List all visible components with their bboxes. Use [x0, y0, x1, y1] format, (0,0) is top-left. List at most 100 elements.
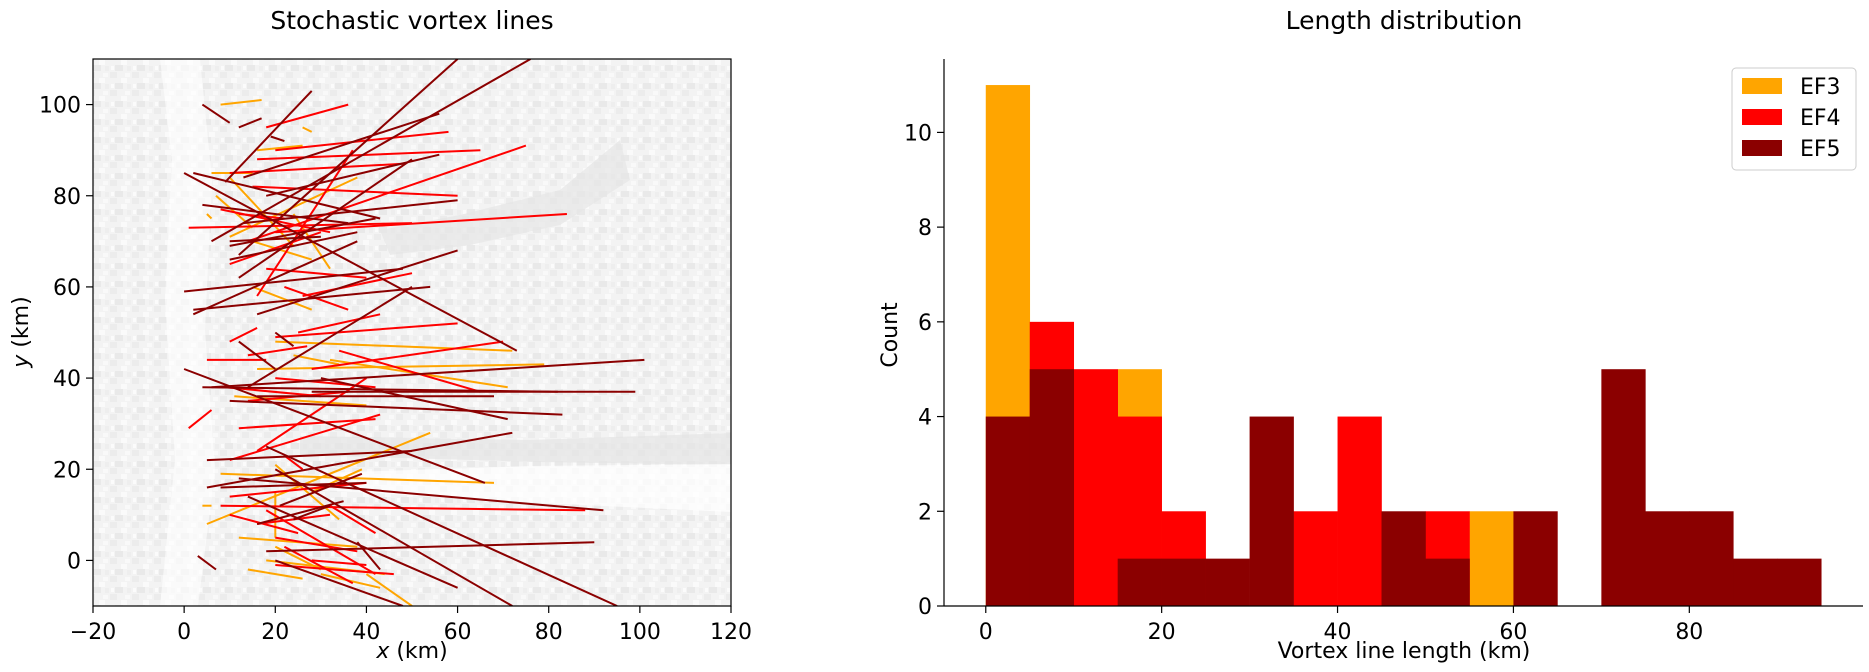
- left-y-tick-label: 80: [53, 185, 81, 210]
- vortex-line-ef5-16: [265, 153, 440, 197]
- vortex-line-ef5-10: [183, 172, 518, 352]
- legend-swatch-ef4: [1742, 109, 1782, 125]
- vortex-line-ef5-41: [320, 377, 508, 421]
- vortex-line-ef5-6: [229, 217, 376, 247]
- right-y-tick-label: 10: [904, 121, 932, 146]
- bar-ef5-90: [1777, 558, 1822, 606]
- left-y-tick-label: 40: [53, 367, 81, 392]
- vortex-line-ef4-24: [283, 454, 304, 471]
- bar-ef5-75: [1645, 511, 1690, 606]
- vortex-line-ef3-23: [247, 568, 303, 580]
- vortex-line-ef4-14: [275, 322, 458, 339]
- vortex-line-ef5-24: [238, 340, 276, 370]
- vortex-line-ef5-25: [274, 331, 295, 347]
- left-x-tick-label: 120: [710, 620, 752, 645]
- vortex-line-ef5-30: [206, 450, 413, 462]
- vortex-line-ef5-14: [256, 249, 458, 316]
- left-y-tick-label: 100: [39, 94, 81, 119]
- left-y-tick-label: 20: [53, 458, 81, 483]
- vortex-line-ef4-11: [256, 149, 354, 297]
- vortex-line-ef5-2: [270, 135, 285, 143]
- right-x-tick-label: 20: [1148, 620, 1176, 645]
- vortex-line-ef5-0: [201, 103, 231, 124]
- right-x-tick-label: 0: [979, 620, 993, 645]
- bar-ef3-55: [1469, 511, 1514, 606]
- length-distribution-panel: Length distribution 0 20 40 60 80 0 2 4 6 8 10 Vo…: [878, 6, 1863, 664]
- bar-ef4-40: [1337, 416, 1382, 606]
- left-y-tick-label: 0: [67, 549, 81, 574]
- vortex-line-ef5-18: [202, 203, 349, 225]
- right-chart-title: Length distribution: [1286, 6, 1523, 35]
- bar-ef5-85: [1733, 558, 1778, 606]
- bar-ef5-5: [1029, 369, 1075, 606]
- bar-ef4-10: [1073, 369, 1118, 606]
- left-x-tick-label: −20: [70, 620, 116, 645]
- vortex-line-ef3-1: [256, 144, 303, 152]
- vortex-line-ef3-0: [220, 99, 262, 106]
- vortex-line-ef5-5: [243, 112, 440, 179]
- vortex-line-ef4-1: [275, 130, 449, 152]
- legend-label-ef4: EF4: [1800, 106, 1841, 131]
- right-y-tick-label: 8: [918, 216, 932, 241]
- legend-swatch-ef3: [1742, 78, 1782, 94]
- right-x-ticks: 0 20 40 60 80: [979, 606, 1703, 645]
- terrain-background: [93, 59, 731, 606]
- vortex-line-ef4-35: [329, 504, 377, 534]
- left-x-tick-label: 0: [177, 620, 191, 645]
- ridge-northeast: [380, 140, 630, 255]
- bar-ef5-80: [1689, 511, 1734, 606]
- bar-ef5-15: [1117, 558, 1162, 606]
- vortex-line-ef5-23: [202, 386, 558, 393]
- vortex-line-ef5-3: [224, 90, 313, 183]
- vortex-line-ef5-7: [211, 59, 531, 243]
- left-x-tick-label: 80: [535, 620, 563, 645]
- right-y-tick-label: 0: [918, 595, 932, 620]
- vortex-lines-panel: Stochastic vortex lines −20 0 20 40 60 80 100 1…: [9, 6, 752, 664]
- left-x-tick-label: 40: [352, 620, 380, 645]
- vortex-line-ef3-25: [220, 472, 495, 484]
- bar-ef4-35: [1293, 511, 1338, 606]
- right-x-axis-label: Vortex line length (km): [1278, 639, 1531, 664]
- vortex-line-ef3-14: [234, 395, 367, 407]
- vortex-line-ef5-39: [220, 481, 367, 489]
- vortex-line-ef4-21: [238, 418, 376, 430]
- valley-strip-north: [160, 59, 215, 606]
- vortex-line-ef5-38: [197, 555, 217, 571]
- vortex-line-ef3-11: [275, 340, 513, 352]
- bar-ef5-60: [1513, 511, 1558, 606]
- legend: EF3 EF4 EF5: [1731, 67, 1857, 171]
- vortex-line-ef4-32: [283, 545, 354, 585]
- right-x-tick-label: 60: [1499, 620, 1527, 645]
- vortex-line-ef3-13: [257, 363, 545, 370]
- vortex-line-ef4-12: [266, 267, 367, 279]
- bar-ef5-25: [1205, 558, 1250, 606]
- right-x-tick-label: 80: [1675, 620, 1703, 645]
- left-x-tick-label: 20: [261, 620, 289, 645]
- right-y-axis-label: Count: [878, 302, 903, 368]
- vortex-line-ef4-25: [229, 413, 381, 462]
- right-y-tick-label: 4: [918, 406, 932, 431]
- left-y-tick-label: 60: [53, 276, 81, 301]
- left-plot-frame: [92, 58, 732, 607]
- vortex-line-ef4-33: [311, 559, 367, 566]
- legend-label-ef5: EF5: [1800, 137, 1841, 162]
- legend-swatch-ef5: [1742, 140, 1782, 156]
- vortex-line-ef5-17: [193, 172, 381, 220]
- vortex-line-ef5-28: [247, 286, 413, 389]
- vortex-line-ef5-33: [238, 477, 604, 512]
- vortex-line-ef5-29: [206, 431, 513, 489]
- vortex-line-ef5-35: [266, 541, 595, 553]
- vortex-line-ef5-19: [229, 235, 321, 243]
- vortex-line-ef5-34: [247, 495, 458, 589]
- left-y-axis-label: y (km): [9, 296, 34, 368]
- vortex-line-ef5-8: [238, 158, 413, 279]
- vortex-line-ef5-42: [356, 541, 381, 571]
- vortex-line-ef4-3: [229, 162, 403, 174]
- vortex-line-ef5-37: [274, 559, 404, 606]
- vortex-line-ef4-26: [229, 481, 367, 498]
- vortex-line-ef4-36: [311, 340, 504, 370]
- vortex-line-ef3-12: [293, 354, 340, 366]
- bar-ef5-45: [1381, 511, 1426, 606]
- bar-ef5-0: [985, 416, 1031, 606]
